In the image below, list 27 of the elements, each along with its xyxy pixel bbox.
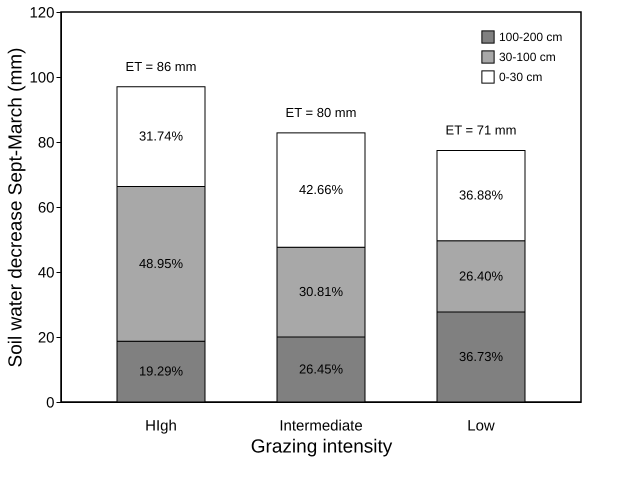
legend-label: 100-200 cm [499,30,562,44]
y-axis-title: Soil water decrease Sept-March (mm) [5,48,26,368]
y-tick-label: 60 [38,200,54,216]
annotation: 48.95% [138,256,184,271]
legend-label: 0-30 cm [499,70,542,84]
y-tick-label: 100 [29,70,54,86]
x-tick-label: Intermediate [279,418,363,434]
y-tick-label: 40 [38,264,54,282]
x-axis-title: Grazing intensity [250,436,393,458]
annotation: ET = 86 mm [126,58,196,74]
annotation: ET = 71 mm [446,122,516,138]
y-tick-label: 120 [29,4,54,22]
annotation: 26.40% [458,268,504,284]
annotation: 36.73% [458,348,504,364]
annotation: 19.29% [138,364,184,379]
annotation: 26.45% [298,362,344,376]
y-tick-label: 20 [38,330,54,346]
x-tick-label: Low [467,418,495,434]
annotation: 36.88% [458,188,504,203]
annotation: 42.66% [298,182,344,198]
annotation: ET = 80 mm [286,104,356,120]
legend-label: 30-100 cm [499,50,556,64]
annotation: 31.74% [138,128,184,144]
y-tick-label: 80 [38,134,54,152]
annotation: 30.81% [298,284,344,300]
y-tick-label: 0 [46,394,54,412]
x-tick-label: HIgh [145,418,177,434]
